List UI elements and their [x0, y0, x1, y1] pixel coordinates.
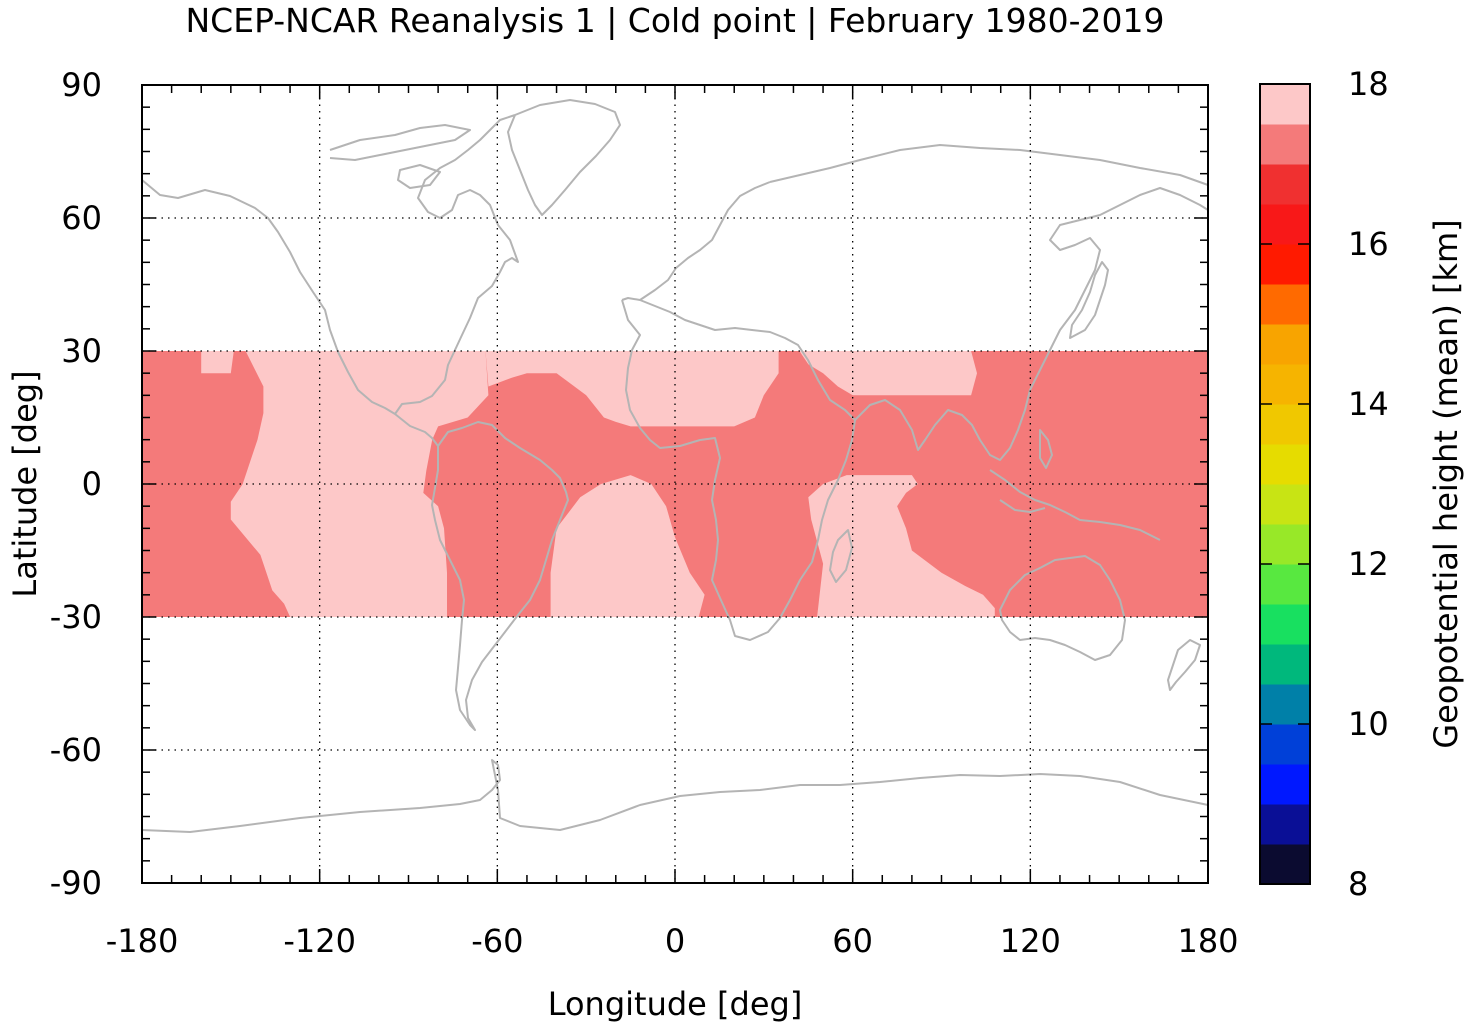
region-arabia-india	[787, 351, 977, 396]
x-tick-label: -120	[283, 922, 356, 960]
north-america-coast	[141, 114, 519, 447]
colorbar-tick-label: 8	[1348, 865, 1368, 903]
europe-africa-coast	[621, 181, 856, 641]
colorbar-swatch	[1260, 604, 1310, 645]
colorbar-swatch	[1260, 804, 1310, 845]
colorbar-swatch	[1260, 364, 1310, 405]
region-indian-ocean	[808, 475, 995, 617]
plot-area	[141, 84, 1209, 884]
colorbar-swatch	[1260, 324, 1310, 365]
colorbar-tick-label: 10	[1348, 705, 1389, 743]
x-tick-labels: -180 -120 -60 0 60 120 180	[106, 922, 1239, 960]
colorbar-tick-label: 12	[1348, 545, 1389, 583]
colorbar-tick-label: 18	[1348, 65, 1389, 103]
colorbar: 8 10 12 14 16 18 Geopotential height (mean) […	[1259, 65, 1465, 903]
x-tick-label: 180	[1177, 922, 1238, 960]
x-tick-label: 0	[665, 922, 685, 960]
x-tick-label: 60	[832, 922, 873, 960]
colorbar-swatch	[1260, 684, 1310, 725]
colorbar-swatch	[1260, 204, 1310, 245]
colorbar-swatch	[1260, 244, 1310, 285]
tick-marks	[141, 84, 1209, 884]
colorbar-swatch	[1260, 284, 1310, 325]
y-tick-label: 30	[61, 332, 102, 370]
colorbar-tick-label: 16	[1348, 225, 1389, 263]
australia-coast	[999, 555, 1126, 661]
y-tick-label: 0	[82, 465, 102, 503]
colorbar-swatch	[1260, 484, 1310, 525]
south-america-coast	[431, 421, 569, 731]
colorbar-swatch	[1260, 644, 1310, 685]
colorbar-swatches	[1260, 84, 1310, 885]
colorbar-swatch	[1260, 84, 1310, 125]
asia-coast	[769, 144, 1209, 461]
coastlines	[141, 99, 1209, 833]
y-tick-label: 90	[61, 66, 102, 104]
colorbar-label: Geopotential height (mean) [km]	[1427, 219, 1465, 748]
region-atlantic-north-africa	[485, 351, 779, 427]
plot-frame	[141, 84, 1209, 884]
region-central-east-pacific	[142, 351, 489, 617]
madagascar-coast	[829, 529, 853, 583]
colorbar-tick-label: 14	[1348, 385, 1389, 423]
maritime-continent-coast	[989, 429, 1161, 541]
colorbar-frame	[1259, 83, 1311, 885]
y-tick-labels: 90 60 30 0 -30 -60 -90	[50, 66, 102, 902]
new-zealand-coast	[1167, 639, 1201, 691]
region-south-atlantic	[550, 475, 705, 617]
colorbar-swatch	[1260, 564, 1310, 605]
grid-lines	[142, 85, 1208, 883]
x-tick-label: 120	[1000, 922, 1061, 960]
japan-coast	[1069, 261, 1109, 339]
colorbar-swatch	[1260, 444, 1310, 485]
antarctica-coast	[141, 759, 1209, 833]
x-tick-label: -180	[106, 922, 179, 960]
chart-title: NCEP-NCAR Reanalysis 1 | Cold point | Fe…	[185, 1, 1164, 40]
colorbar-swatch	[1260, 724, 1310, 765]
y-tick-label: -90	[50, 864, 102, 902]
colorbar-swatch	[1260, 404, 1310, 445]
colorbar-swatch	[1260, 164, 1310, 205]
y-axis-label: Latitude [deg]	[6, 370, 44, 597]
y-tick-label: -60	[50, 731, 102, 769]
colorbar-swatch	[1260, 764, 1310, 805]
arctic-islands	[329, 124, 471, 189]
greenland-coast	[507, 99, 621, 216]
colorbar-swatch	[1260, 124, 1310, 165]
x-axis-label: Longitude [deg]	[548, 985, 803, 1023]
y-tick-label: 60	[61, 199, 102, 237]
colorbar-ticks: 8 10 12 14 16 18	[1260, 65, 1389, 903]
y-tick-label: -30	[50, 598, 102, 636]
colorbar-swatch	[1260, 524, 1310, 565]
x-tick-label: -60	[471, 922, 523, 960]
colorbar-swatch	[1260, 844, 1310, 885]
